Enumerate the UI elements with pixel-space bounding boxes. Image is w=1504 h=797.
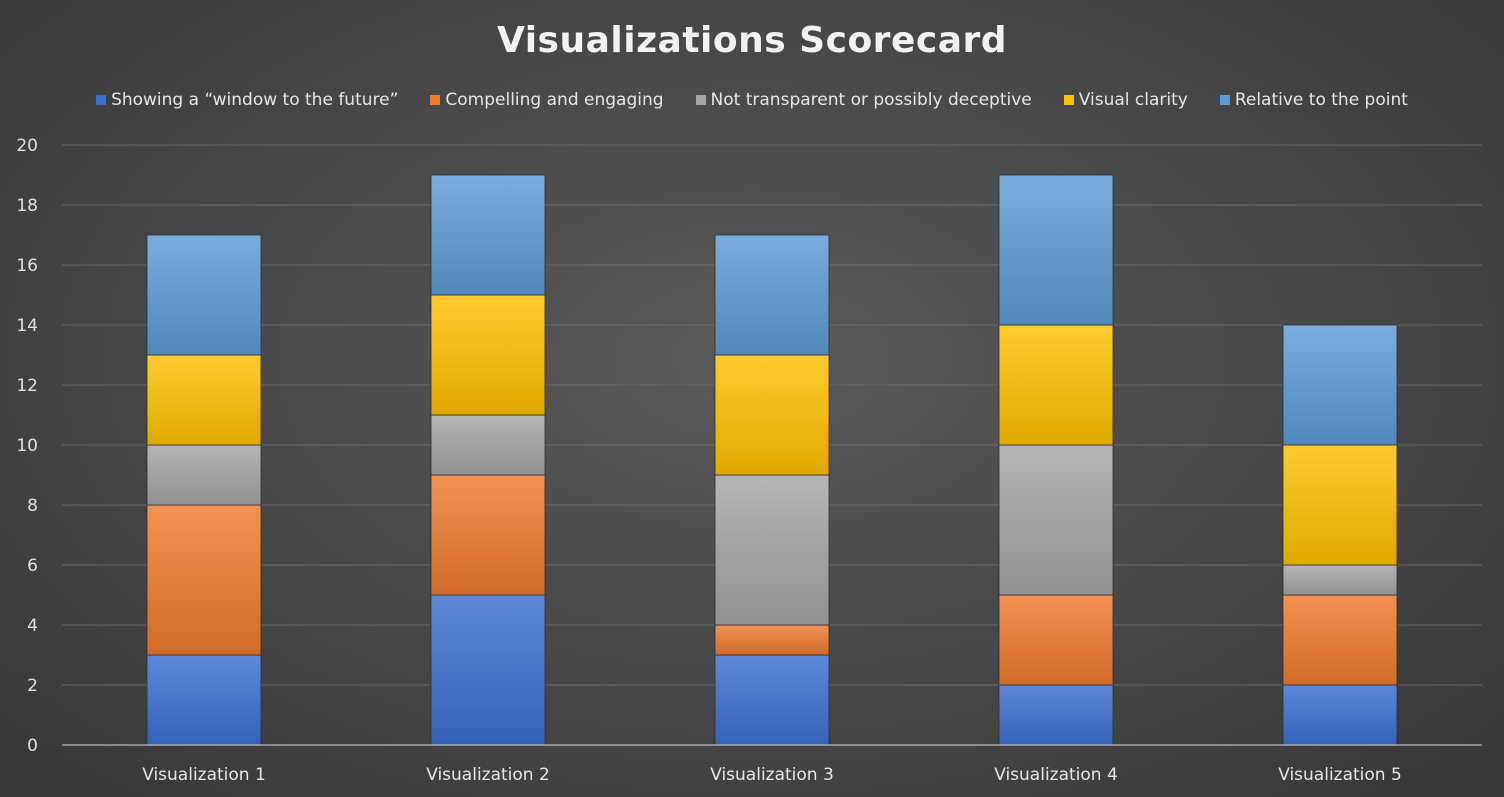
x-tick-label: Visualization 3 — [710, 765, 834, 785]
bar-segment — [1282, 684, 1398, 746]
y-tick-label: 14 — [16, 316, 38, 336]
bar-segment — [714, 354, 830, 476]
bar-segment — [714, 474, 830, 626]
legend-label: Showing a “window to the future” — [111, 90, 399, 110]
legend-item: Compelling and engaging — [430, 90, 664, 110]
x-tick-label: Visualization 1 — [142, 765, 266, 785]
bar-segment — [1282, 324, 1398, 446]
legend-label: Compelling and engaging — [445, 90, 664, 110]
bar-segment — [430, 474, 546, 596]
x-tick-label: Visualization 5 — [1278, 765, 1402, 785]
legend-swatch — [1219, 95, 1230, 105]
bar-segment — [146, 234, 262, 356]
bar-segment — [1282, 444, 1398, 566]
legend-label: Not transparent or possibly deceptive — [710, 90, 1032, 110]
bar-segment — [430, 594, 546, 746]
bar-segment — [714, 654, 830, 746]
y-tick-label: 20 — [16, 136, 38, 156]
bar-segment — [430, 414, 546, 476]
legend-label: Visual clarity — [1078, 90, 1188, 110]
bar-segment — [998, 444, 1114, 596]
bar-segment — [430, 294, 546, 416]
bar-segment — [430, 174, 546, 296]
chart-title: Visualizations Scorecard — [496, 20, 1008, 61]
bar-segment — [146, 654, 262, 746]
legend-label: Relative to the point — [1234, 90, 1408, 110]
y-tick-label: 12 — [16, 376, 38, 396]
y-tick-label: 2 — [27, 676, 38, 696]
legend-item: Relative to the point — [1219, 90, 1408, 110]
bar-segment — [146, 444, 262, 506]
legend-swatch — [96, 95, 107, 105]
y-tick-label: 8 — [27, 496, 38, 516]
bar-segment — [146, 504, 262, 656]
bar-segment — [146, 354, 262, 446]
y-tick-label: 4 — [27, 616, 38, 636]
bar-segment — [998, 174, 1114, 326]
y-tick-label: 6 — [27, 556, 38, 576]
x-tick-label: Visualization 2 — [426, 765, 550, 785]
legend-swatch — [695, 95, 706, 105]
bar-segment — [1282, 564, 1398, 596]
bar-segment — [1282, 594, 1398, 686]
legend-swatch — [430, 95, 441, 105]
y-tick-label: 18 — [16, 196, 38, 216]
bar-segment — [998, 684, 1114, 746]
bar-segment — [998, 594, 1114, 686]
bar-segment — [998, 324, 1114, 446]
bar-segment — [714, 624, 830, 656]
bar-segment — [714, 234, 830, 356]
y-tick-label: 0 — [27, 736, 38, 756]
x-tick-label: Visualization 4 — [994, 765, 1118, 785]
legend-swatch — [1063, 95, 1074, 105]
y-tick-label: 16 — [16, 256, 38, 276]
legend-item: Visual clarity — [1063, 90, 1188, 110]
legend: Showing a “window to the future” Compelli… — [0, 90, 1504, 110]
legend-item: Showing a “window to the future” — [96, 90, 398, 110]
y-tick-label: 10 — [16, 436, 38, 456]
legend-item: Not transparent or possibly deceptive — [695, 90, 1032, 110]
